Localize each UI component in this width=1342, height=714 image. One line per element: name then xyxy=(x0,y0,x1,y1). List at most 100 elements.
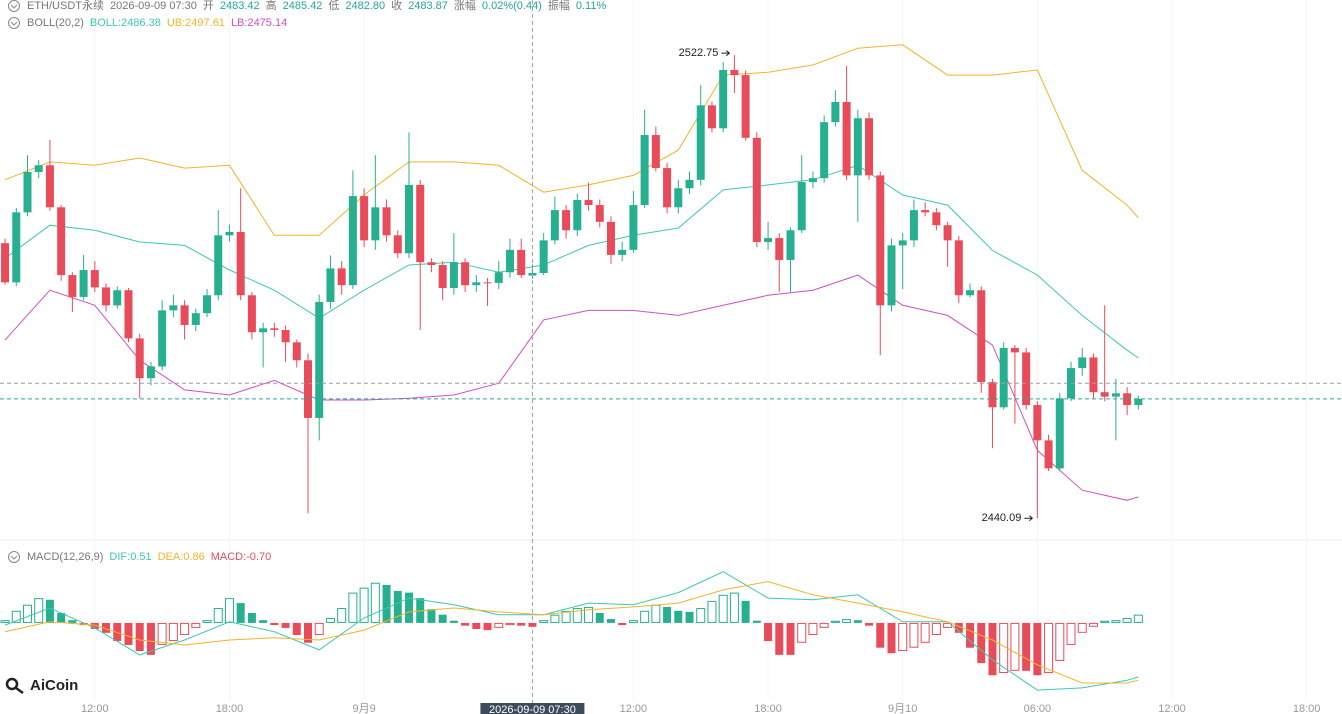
collapse-icon[interactable] xyxy=(8,0,20,12)
legend-entry: MACD:-0.70 xyxy=(210,551,272,563)
macd-bar xyxy=(865,622,874,626)
legend-entry: UB:2497.61 xyxy=(166,17,225,29)
macd-bar xyxy=(102,622,111,633)
candle-body xyxy=(1134,398,1143,406)
macd-bar xyxy=(775,622,784,655)
macd-bar xyxy=(572,608,582,623)
macd-bar xyxy=(606,619,615,623)
macd-bar xyxy=(304,622,313,643)
macd-bar xyxy=(954,622,963,633)
macd-bar xyxy=(472,622,481,629)
macd-line xyxy=(4,581,1139,684)
macd-bar xyxy=(494,622,504,628)
field-label: 涨幅 xyxy=(453,0,476,12)
x-tick-label: 12:00 xyxy=(1158,703,1186,714)
macd-bar xyxy=(461,622,470,626)
candle-body xyxy=(1022,352,1031,406)
macd-bar xyxy=(124,622,133,645)
ohlc-header: ETH/USDT永续 2026-09-09 07:30 开 2483.42 高 2485.… xyxy=(27,0,606,13)
candle-body xyxy=(203,295,212,314)
candle-body xyxy=(461,262,470,286)
field-value: 0.11% xyxy=(575,0,607,12)
legend-entry: LB:2475.14 xyxy=(230,17,288,29)
macd-bar xyxy=(314,622,324,636)
macd-bar xyxy=(180,622,190,636)
field-value: 2483.42 xyxy=(219,0,260,12)
macd-bar xyxy=(550,614,560,623)
macd-bar xyxy=(640,610,650,623)
candle-body xyxy=(887,245,896,306)
field-label: 低 xyxy=(328,0,340,12)
macd-bar xyxy=(224,598,234,623)
candle-body xyxy=(999,347,1008,408)
macd-bar xyxy=(898,622,908,652)
crosshair-label: 2026-09-09 07:30 xyxy=(489,704,576,714)
macd-bar xyxy=(1022,622,1031,671)
macd-bar xyxy=(741,600,750,623)
candle-body xyxy=(517,249,526,276)
x-tick-label: 12:00 xyxy=(620,703,648,714)
macd-bar xyxy=(68,620,77,623)
candle-body xyxy=(606,221,615,255)
collapse-icon[interactable] xyxy=(8,551,20,563)
time: 2026-09-09 07:30 xyxy=(110,0,197,12)
candle-body xyxy=(696,105,705,180)
macd-bar xyxy=(819,622,829,628)
macd-bar xyxy=(146,622,155,655)
macd-bar xyxy=(842,619,852,623)
candle-body xyxy=(1089,357,1098,393)
candle-body xyxy=(674,188,683,208)
macd-bar xyxy=(325,617,335,623)
candle-body xyxy=(247,295,256,333)
macd-bar xyxy=(1122,617,1132,623)
candle-body xyxy=(348,196,357,286)
brand-name: AiCoin xyxy=(30,677,78,694)
candle-body xyxy=(34,165,43,172)
macd-bar xyxy=(528,622,537,627)
macd-bar xyxy=(718,594,728,623)
candle-body xyxy=(326,268,335,302)
macd-bar xyxy=(135,622,144,652)
candle-body xyxy=(584,200,593,206)
macd-bar xyxy=(1077,622,1087,633)
candle-body xyxy=(741,75,750,138)
x-tick-label: 18:00 xyxy=(754,703,782,714)
macd-bar xyxy=(752,620,761,623)
macd-bar xyxy=(370,582,380,623)
candle-body xyxy=(618,249,627,255)
macd-bar xyxy=(0,620,10,623)
candle-body xyxy=(1044,440,1053,469)
candle-body xyxy=(932,212,941,226)
candle-body xyxy=(943,225,952,241)
candle-body xyxy=(438,265,447,288)
symbol: ETH/USDT永续 xyxy=(27,0,104,12)
candle-body xyxy=(707,105,716,129)
field-label: 收 xyxy=(391,0,403,12)
macd-bar xyxy=(561,610,571,623)
candle-body xyxy=(1033,405,1042,441)
high-arrow xyxy=(721,50,731,57)
x-tick-label: 12:00 xyxy=(81,703,109,714)
candle-body xyxy=(337,268,346,286)
candle-body xyxy=(550,210,559,241)
candle-body xyxy=(752,137,761,243)
macd-bar xyxy=(348,592,358,623)
macd-bar xyxy=(764,622,773,642)
macd-line xyxy=(4,571,1139,691)
legend-entry: DIF:0.51 xyxy=(109,551,152,563)
candle-body xyxy=(831,101,840,123)
candle-body xyxy=(786,230,795,260)
macd-bar xyxy=(247,613,256,623)
macd-bar xyxy=(1055,622,1065,661)
macd-bar xyxy=(1066,622,1076,645)
candle-body xyxy=(820,122,829,179)
candle-body xyxy=(909,210,918,241)
legend-entry: BOLL:2486.38 xyxy=(89,17,161,29)
candle-body xyxy=(236,231,245,296)
candle-body xyxy=(315,301,324,418)
macd-bar xyxy=(438,614,447,623)
collapse-icon[interactable] xyxy=(8,17,20,29)
candle-body xyxy=(102,287,111,306)
macd-bar xyxy=(90,622,99,629)
candle-body xyxy=(259,328,268,333)
